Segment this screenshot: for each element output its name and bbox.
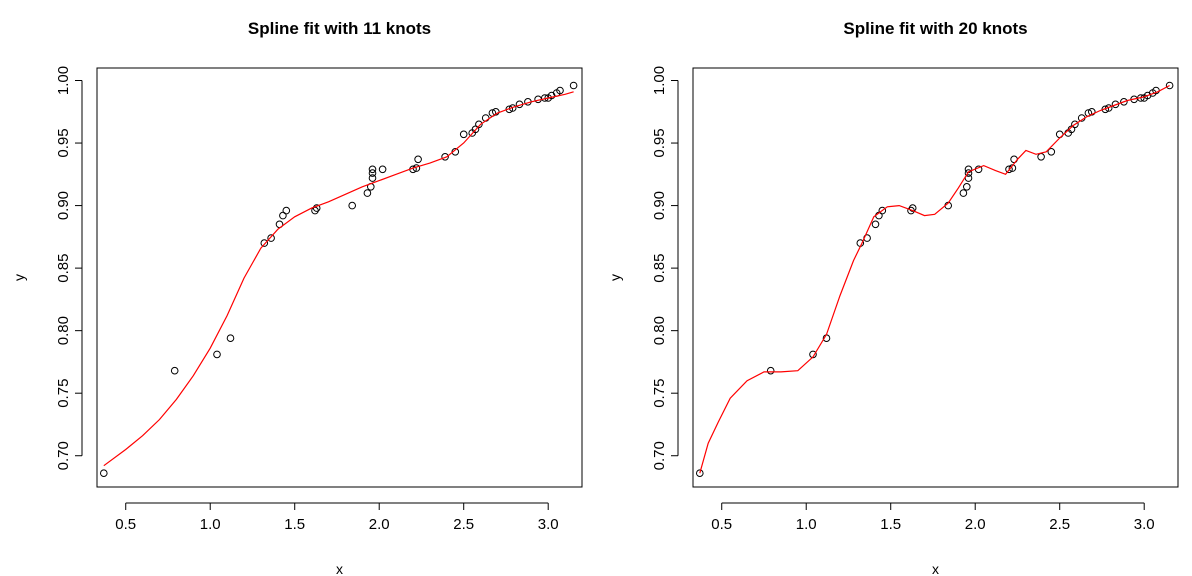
data-point: [766, 366, 775, 375]
data-point: [368, 165, 377, 174]
y-tick-label: 0.75: [651, 379, 668, 408]
y-tick-label: 0.90: [651, 191, 668, 220]
data-point: [441, 153, 449, 161]
data-point: [963, 183, 971, 191]
data-point: [348, 201, 357, 210]
data-point: [878, 206, 887, 215]
y-tick-label: 0.95: [55, 128, 72, 157]
data-point: [378, 165, 387, 174]
data-point: [282, 206, 291, 215]
spline-chart-20-knots: Spline fit with 20 knots 0.5 1.0 1.5 2.0 2.5 3…: [607, 19, 1179, 576]
data-point: [260, 239, 269, 247]
data-point: [363, 189, 372, 197]
spline-fit-line: [103, 91, 574, 467]
data-point: [226, 334, 235, 343]
data-point: [279, 211, 287, 220]
x-tick-label: 3.0: [538, 516, 559, 533]
data-point: [1111, 100, 1120, 109]
data-point: [459, 130, 468, 139]
data-point: [414, 155, 422, 164]
data-point: [959, 189, 968, 197]
x-tick-label: 2.5: [1049, 516, 1070, 533]
y-tick-label: 0.75: [55, 379, 72, 408]
chart-panel-left: Spline fit with 11 knots 0.5 1.0 1.5 2.0 2.5 3…: [11, 19, 583, 576]
data-point: [569, 81, 578, 90]
y-tick-label: 1.00: [55, 66, 72, 95]
x-axis-label: x: [932, 561, 939, 576]
data-point: [908, 204, 917, 212]
data-point: [170, 366, 179, 375]
data-point: [1037, 153, 1045, 161]
data-point: [1067, 125, 1076, 134]
x-tick-label: 3.0: [1134, 516, 1155, 533]
data-point: [471, 125, 480, 134]
data-point: [871, 220, 880, 229]
x-axis-label: x: [336, 561, 343, 576]
spline-chart-11-knots: Spline fit with 11 knots 0.5 1.0 1.5 2.0 2.5 3…: [11, 19, 583, 576]
x-tick-label: 2.0: [369, 516, 390, 533]
data-point: [1120, 98, 1128, 106]
y-tick-label: 0.80: [651, 316, 668, 345]
y-tick-label: 0.70: [651, 441, 668, 470]
data-point: [312, 204, 321, 212]
data-point: [100, 469, 108, 478]
y-tick-label: 1.00: [651, 66, 668, 95]
data-point: [1005, 165, 1013, 174]
y-tick-label: 0.85: [651, 254, 668, 283]
x-tick-label: 1.0: [796, 516, 817, 533]
data-point: [964, 169, 973, 177]
x-tick-label: 0.5: [115, 516, 136, 533]
data-point: [267, 234, 275, 242]
data-point: [368, 169, 377, 177]
x-tick-label: 1.0: [200, 516, 221, 533]
y-tick-label: 0.80: [55, 316, 72, 345]
data-point: [556, 86, 564, 95]
spline-fit-line: [699, 84, 1170, 474]
plot-frame: [96, 67, 583, 488]
data-point: [1165, 81, 1174, 90]
y-tick-label: 0.90: [55, 191, 72, 220]
y-tick-label: 0.95: [651, 128, 668, 157]
x-tick-label: 0.5: [711, 516, 732, 533]
data-point: [213, 350, 221, 359]
data-point: [368, 174, 377, 182]
data-point: [1047, 148, 1056, 156]
data-point: [1071, 120, 1079, 129]
y-tick-label: 0.85: [55, 254, 72, 283]
chart-panel-right: Spline fit with 20 knots 0.5 1.0 1.5 2.0 2.5 3…: [596, 0, 1192, 576]
data-point: [1088, 108, 1096, 116]
y-axis-label: y: [607, 274, 623, 281]
x-tick-label: 2.5: [453, 516, 474, 533]
y-tick-label: 0.70: [55, 441, 72, 470]
chart-title: Spline fit with 11 knots: [248, 19, 431, 38]
y-axis-label: y: [11, 274, 27, 281]
plot-frame: [692, 67, 1179, 488]
x-tick-label: 1.5: [284, 516, 305, 533]
chart-title: Spline fit with 20 knots: [843, 19, 1027, 38]
x-tick-label: 1.5: [880, 516, 901, 533]
data-point: [475, 120, 483, 129]
x-tick-label: 2.0: [965, 516, 986, 533]
data-point: [696, 469, 704, 478]
